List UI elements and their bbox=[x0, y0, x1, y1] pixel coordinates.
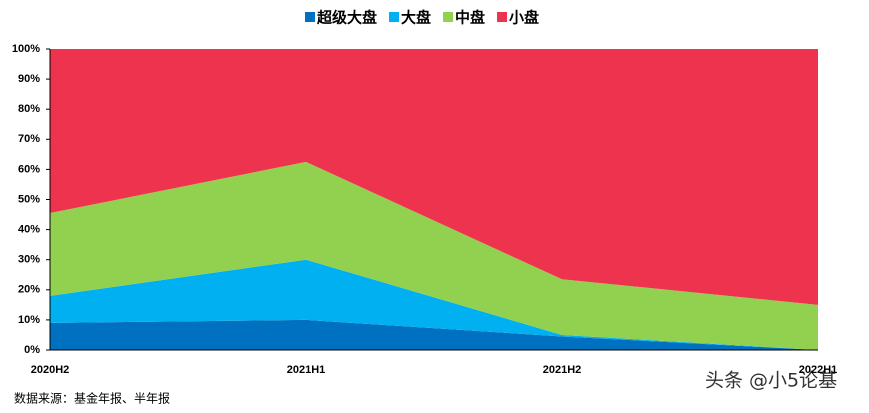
legend-label: 中盘 bbox=[455, 9, 485, 27]
x-tick-label: 2020H2 bbox=[31, 364, 70, 376]
watermark: 头条 @小5论基 bbox=[705, 370, 837, 392]
legend-label: 小盘 bbox=[509, 9, 539, 27]
legend-label: 大盘 bbox=[401, 9, 431, 27]
y-tick-label: 80% bbox=[18, 103, 40, 115]
area bbox=[50, 319, 818, 350]
area bbox=[50, 259, 818, 350]
legend-swatch bbox=[497, 12, 508, 22]
y-tick-label: 30% bbox=[18, 254, 40, 266]
area bbox=[50, 161, 818, 350]
y-tick-label: 0% bbox=[24, 344, 40, 356]
legend-label: 超级大盘 bbox=[316, 9, 377, 27]
y-tick-label: 90% bbox=[18, 73, 40, 85]
x-tick-label: 2021H1 bbox=[287, 364, 326, 376]
x-tick-label: 2022H1 bbox=[799, 364, 838, 376]
y-tick-label: 10% bbox=[18, 314, 40, 326]
legend-swatch bbox=[443, 12, 454, 22]
area bbox=[50, 49, 818, 305]
y-tick-label: 100% bbox=[12, 43, 40, 55]
y-tick-label: 70% bbox=[18, 133, 40, 145]
x-tick-label: 2021H2 bbox=[543, 364, 582, 376]
y-tick-label: 20% bbox=[18, 284, 40, 296]
source-note: 数据来源：基金年报、半年报 bbox=[14, 391, 170, 406]
y-tick-label: 50% bbox=[18, 193, 40, 205]
y-tick-label: 60% bbox=[18, 163, 40, 175]
y-tick-label: 40% bbox=[18, 224, 40, 236]
legend-swatch bbox=[305, 12, 315, 22]
legend-swatch bbox=[389, 12, 400, 22]
